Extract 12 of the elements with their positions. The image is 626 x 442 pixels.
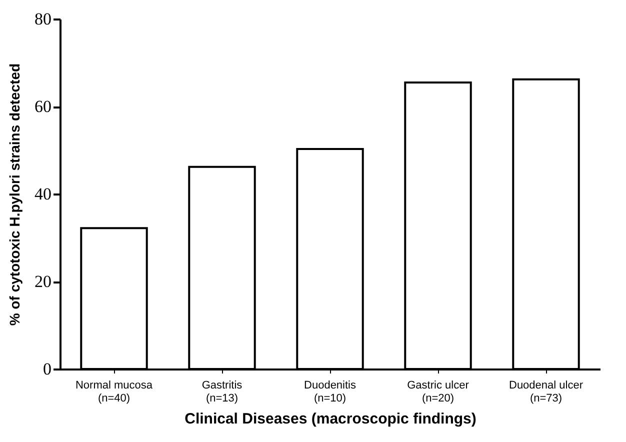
y-tick-label: 0 [43, 360, 52, 378]
y-tick-label: 40 [34, 184, 52, 204]
x-tick-label: Gastritis (n=13) [202, 380, 243, 404]
x-tick-label: Duodenal ulcer (n=73) [509, 380, 584, 404]
x-tick-label: Normal mucosa (n=40) [75, 380, 154, 404]
y-tick-label: 20 [34, 272, 52, 291]
y-axis-title: % of cytotoxic H.pylori strains detected [6, 63, 22, 326]
y-tick-label: 80 [34, 10, 52, 28]
x-tick-label: Gastric ulcer (n=20) [407, 380, 470, 404]
x-axis-title: Clinical Diseases (macroscopic findings) [184, 410, 476, 428]
x-tick-label: Duodenitis (n=10) [304, 380, 356, 404]
y-tick-label: 60 [34, 97, 52, 116]
